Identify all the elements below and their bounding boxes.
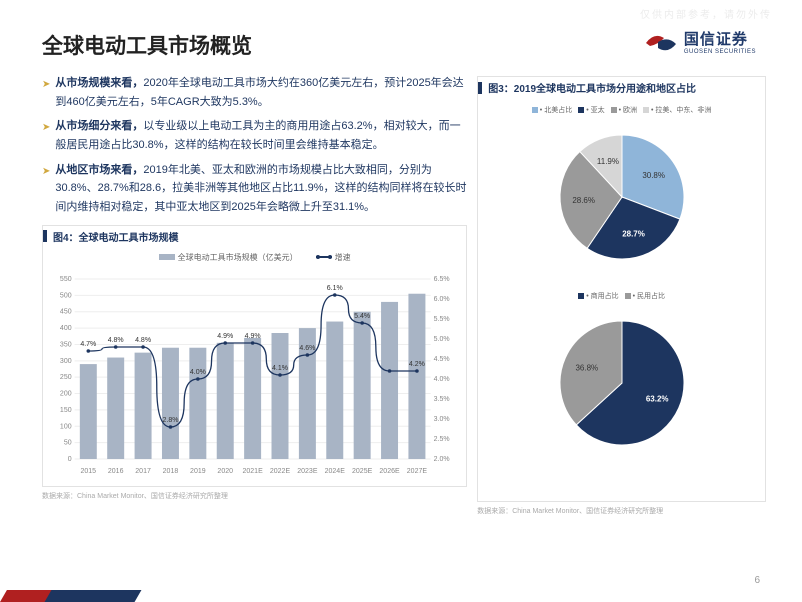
svg-text:50: 50 [64, 439, 72, 446]
svg-text:3.5%: 3.5% [434, 396, 450, 403]
pie1: 30.8% 28.7% 28.6% 11.9% [478, 117, 765, 277]
footer-accent [0, 590, 802, 602]
bullet-list: ➤从市场规模来看，2020年全球电动工具市场大约在360亿美元左右，预计2025… [42, 74, 467, 217]
svg-text:36.8%: 36.8% [575, 364, 598, 373]
svg-text:4.8%: 4.8% [135, 337, 151, 344]
svg-text:6.1%: 6.1% [327, 285, 343, 292]
left-column: ➤从市场规模来看，2020年全球电动工具市场大约在360亿美元左右，预计2025… [42, 74, 467, 516]
svg-text:2018: 2018 [163, 468, 179, 475]
svg-text:2017: 2017 [135, 468, 151, 475]
svg-text:4.0%: 4.0% [434, 376, 450, 383]
svg-text:63.2%: 63.2% [645, 394, 668, 403]
svg-text:5.4%: 5.4% [354, 313, 370, 320]
svg-text:4.5%: 4.5% [434, 356, 450, 363]
svg-text:6.0%: 6.0% [434, 296, 450, 303]
svg-text:150: 150 [60, 407, 72, 414]
svg-text:4.0%: 4.0% [190, 369, 206, 376]
svg-text:5.0%: 5.0% [434, 336, 450, 343]
svg-text:3.0%: 3.0% [434, 416, 450, 423]
logo-icon [644, 30, 678, 56]
svg-text:350: 350 [60, 341, 72, 348]
logo-text-en: GUOSEN SECURITIES [684, 49, 756, 55]
svg-text:2027E: 2027E [407, 468, 428, 475]
svg-text:2025E: 2025E [352, 468, 373, 475]
chart4-source: 数据来源：China Market Monitor、国信证券经济研究所整理 [42, 491, 467, 501]
svg-text:4.9%: 4.9% [245, 333, 261, 340]
svg-text:30.8%: 30.8% [642, 171, 665, 180]
svg-text:2020: 2020 [217, 468, 233, 475]
bullet-item: ➤从地区市场来看，2019年北美、亚太和欧洲的市场规模占比大致相同，分别为30.… [42, 161, 467, 217]
chart4-legend: 全球电动工具市场规模（亿美元） 增速 [43, 252, 466, 263]
pie1-legend: • 北美占比• 亚太• 欧洲• 拉美、中东、非洲 [478, 105, 765, 115]
svg-text:28.7%: 28.7% [622, 230, 645, 239]
svg-text:100: 100 [60, 423, 72, 430]
chart3-box: 图3：2019全球电动工具市场分用途和地区占比 • 北美占比• 亚太• 欧洲• … [477, 76, 766, 502]
svg-text:550: 550 [60, 276, 72, 283]
chart3-source: 数据来源：China Market Monitor、国信证券经济研究所整理 [477, 506, 766, 516]
bullet-item: ➤从市场规模来看，2020年全球电动工具市场大约在360亿美元左右，预计2025… [42, 74, 467, 111]
logo: 国信证券 GUOSEN SECURITIES [644, 30, 756, 56]
svg-text:250: 250 [60, 374, 72, 381]
slide: 全球电动工具市场概览 国信证券 GUOSEN SECURITIES ➤从市场规模… [0, 0, 802, 602]
bullet-arrow-icon: ➤ [42, 76, 50, 111]
chart4-title: 图4：全球电动工具市场规模 [53, 229, 179, 244]
svg-text:450: 450 [60, 309, 72, 316]
svg-text:2026E: 2026E [379, 468, 400, 475]
logo-text-cn: 国信证券 [684, 32, 756, 47]
svg-text:4.8%: 4.8% [108, 337, 124, 344]
svg-text:2022E: 2022E [270, 468, 291, 475]
chart3-title: 图3：2019全球电动工具市场分用途和地区占比 [488, 80, 696, 95]
svg-text:11.9%: 11.9% [597, 157, 619, 166]
svg-text:2024E: 2024E [325, 468, 346, 475]
svg-text:4.9%: 4.9% [217, 333, 233, 340]
pie2-legend: • 商用占比• 民用占比 [478, 291, 765, 301]
svg-text:500: 500 [60, 292, 72, 299]
bullet-item: ➤从市场细分来看，以专业级以上电动工具为主的商用用途占63.2%，相对较大，而一… [42, 117, 467, 154]
svg-text:2.0%: 2.0% [434, 456, 450, 463]
svg-text:2023E: 2023E [297, 468, 318, 475]
svg-text:5.5%: 5.5% [434, 316, 450, 323]
svg-text:4.2%: 4.2% [409, 361, 425, 368]
page-number: 6 [754, 575, 760, 586]
bullet-arrow-icon: ➤ [42, 119, 50, 154]
svg-text:4.1%: 4.1% [272, 365, 288, 372]
legend-bar-label: 全球电动工具市场规模（亿美元） [178, 252, 298, 263]
chart4-plot: 0 50 100 150 200 250 300 350 400 450 500 550 2.0% 2.5… [43, 267, 466, 477]
bullet-arrow-icon: ➤ [42, 163, 50, 217]
pie2: 63.2% 36.8% [478, 303, 765, 463]
svg-text:6.5%: 6.5% [434, 276, 450, 283]
svg-text:2.5%: 2.5% [434, 436, 450, 443]
chart4-box: 图4：全球电动工具市场规模 全球电动工具市场规模（亿美元） 增速 0 50 100 1… [42, 225, 467, 487]
legend-line-label: 增速 [335, 252, 351, 263]
bullet-lead: 从市场细分来看， [55, 120, 143, 132]
right-column: 图3：2019全球电动工具市场分用途和地区占比 • 北美占比• 亚太• 欧洲• … [477, 74, 766, 516]
svg-text:4.6%: 4.6% [299, 345, 315, 352]
svg-text:2016: 2016 [108, 468, 124, 475]
svg-text:300: 300 [60, 358, 72, 365]
svg-text:400: 400 [60, 325, 72, 332]
svg-text:4.7%: 4.7% [80, 341, 96, 348]
svg-text:2019: 2019 [190, 468, 206, 475]
svg-text:2.8%: 2.8% [162, 417, 178, 424]
bullet-lead: 从地区市场来看， [55, 164, 143, 176]
svg-text:2015: 2015 [81, 468, 97, 475]
bullet-lead: 从市场规模来看， [55, 77, 143, 89]
svg-text:200: 200 [60, 390, 72, 397]
svg-text:28.6%: 28.6% [572, 196, 595, 205]
svg-text:0: 0 [68, 456, 72, 463]
svg-text:2021E: 2021E [242, 468, 263, 475]
